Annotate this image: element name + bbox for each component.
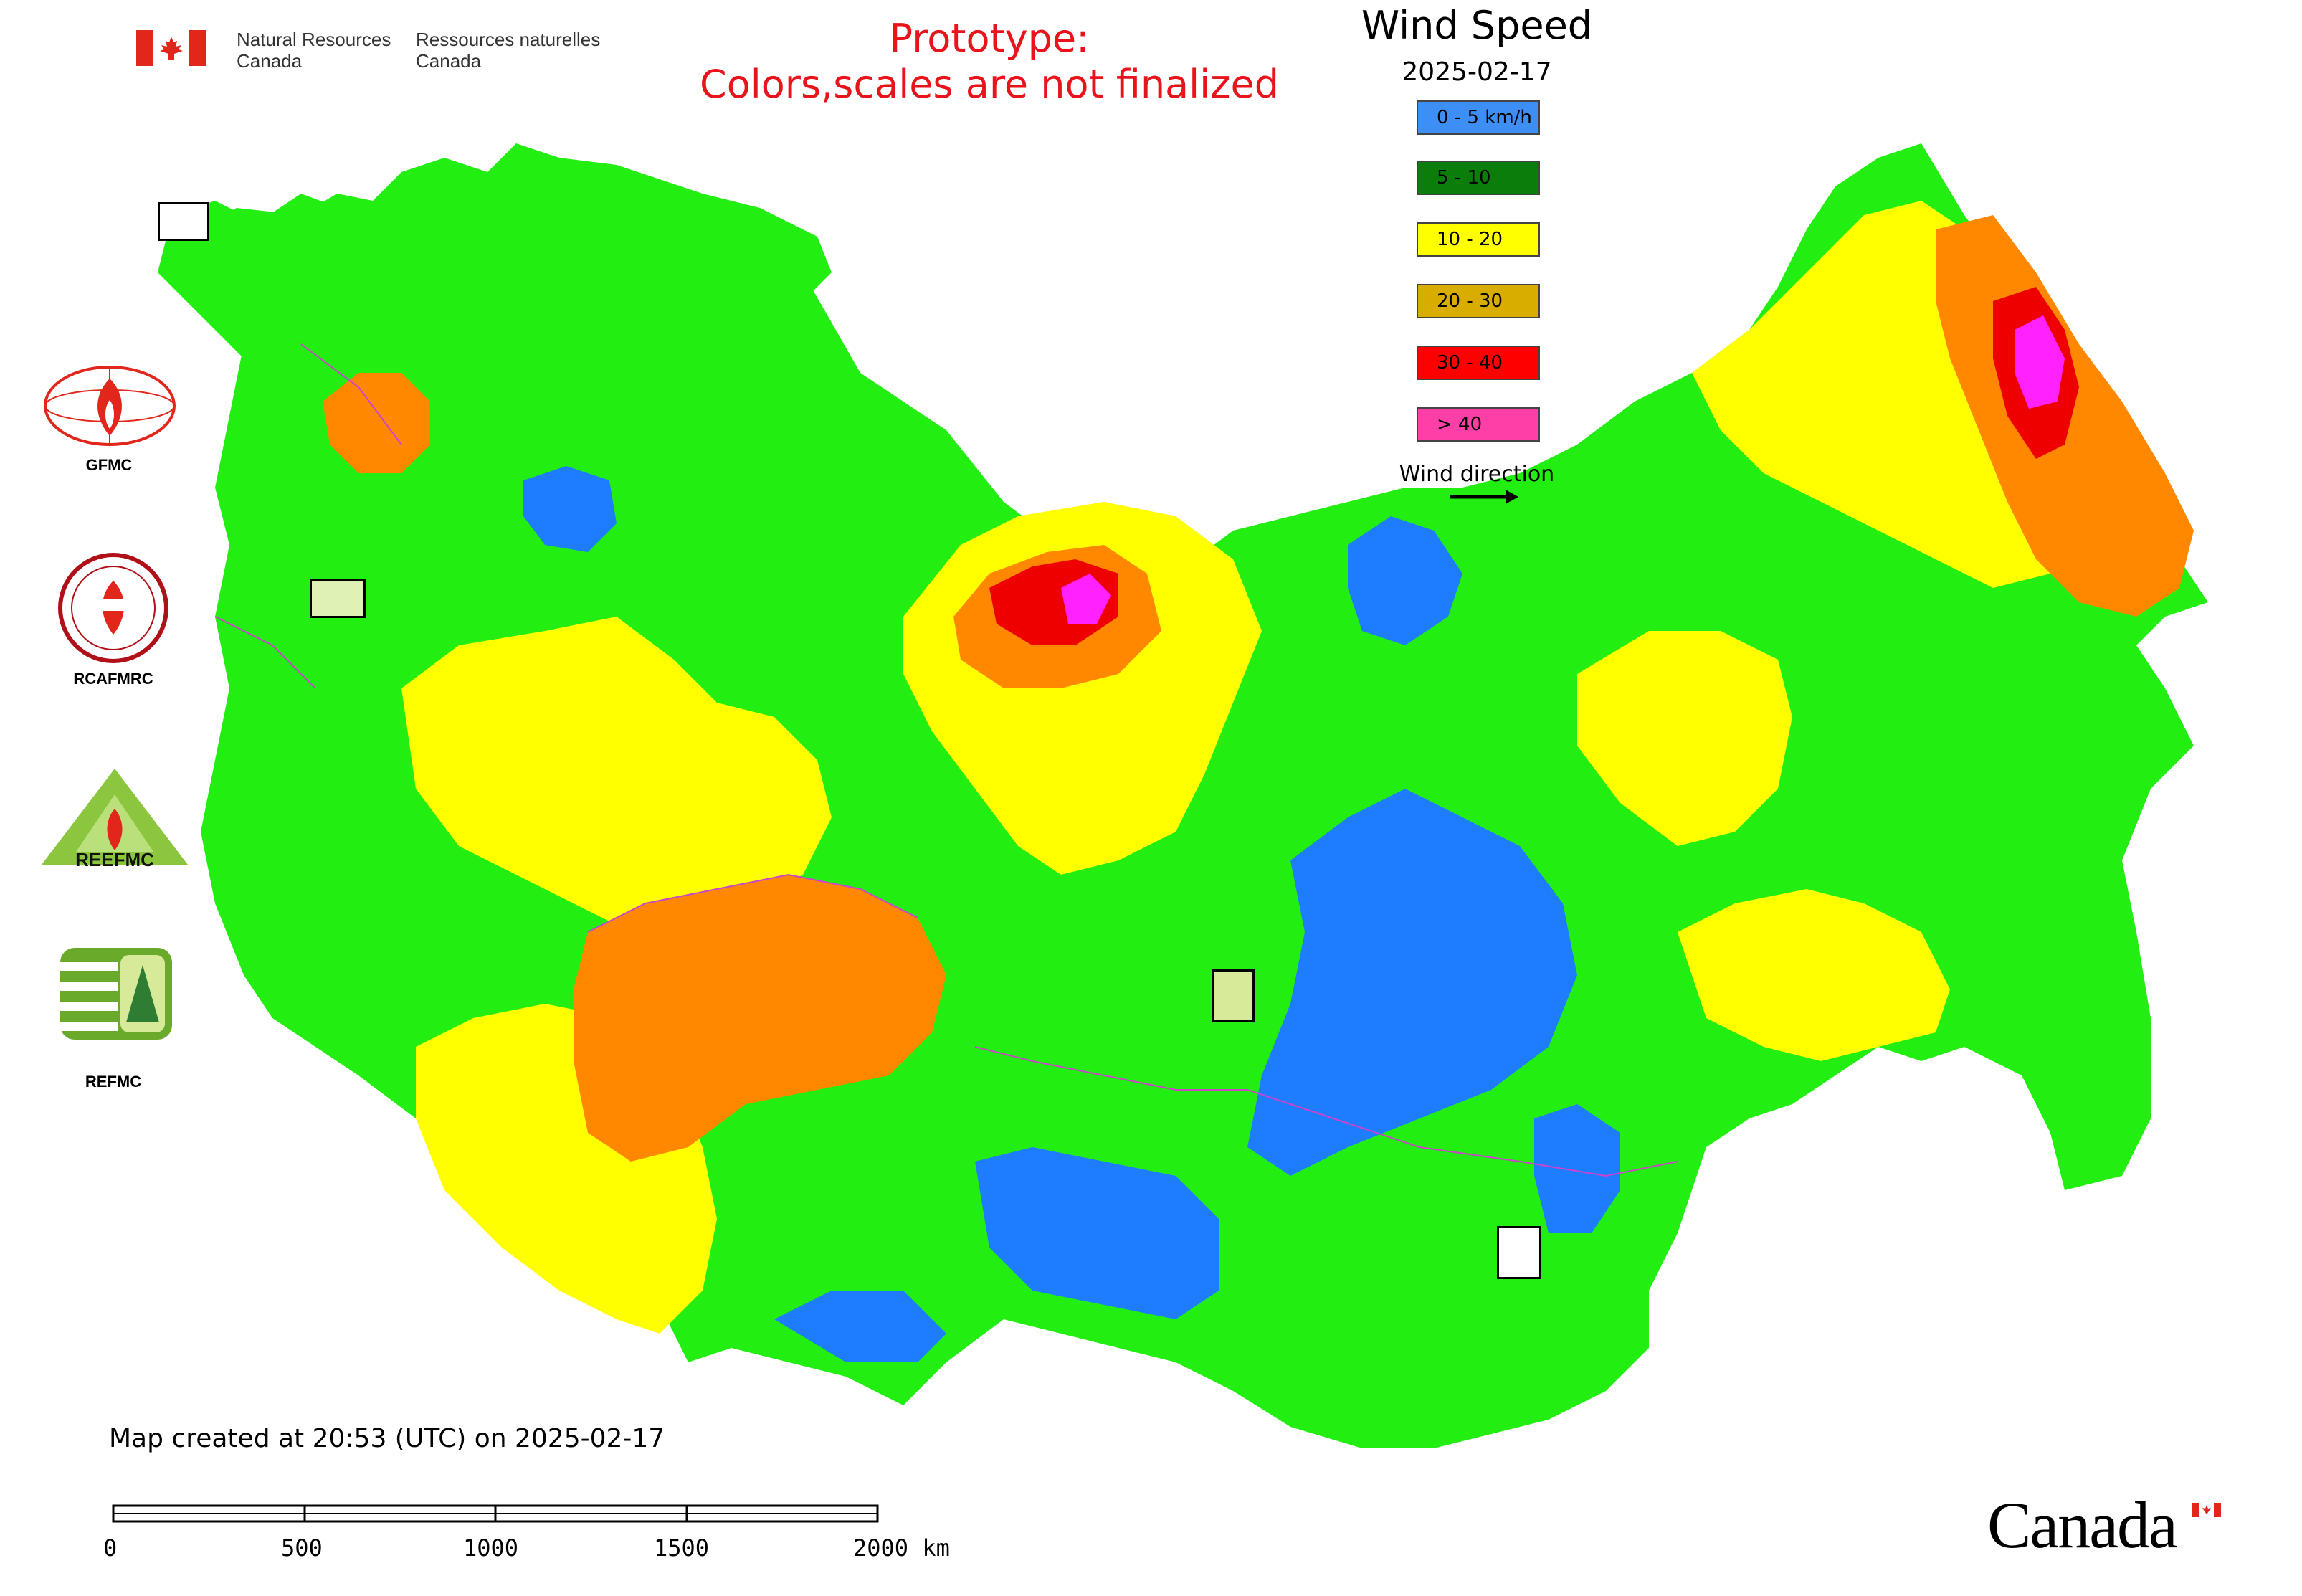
refmc-marker-icon xyxy=(1212,969,1255,1022)
reefmc-marker-icon xyxy=(310,579,366,618)
map-title: Wind Speed xyxy=(1361,3,1593,48)
scale-label: 1500 xyxy=(654,1534,710,1562)
canada-wordmark: Canada xyxy=(1987,1488,2178,1562)
magenta-zone-kamchatka xyxy=(2015,315,2065,409)
scale-label: 0 xyxy=(103,1534,118,1562)
map-created-text: Map created at 20:53 (UTC) on 2025-02-17 xyxy=(109,1424,665,1453)
side-logo-label: REEFMC xyxy=(75,849,154,870)
gfmc-logo xyxy=(42,364,178,447)
blue-zone-northwest xyxy=(523,466,617,552)
distance-scale-bar xyxy=(112,1504,879,1523)
legend-item: 10 - 20 xyxy=(1417,222,1540,257)
wordmark-flag-icon xyxy=(2192,1503,2221,1517)
side-logo-label: RCAFMRC xyxy=(73,670,153,688)
blue-zone-mongolia xyxy=(774,1291,946,1362)
prototype-notice: Prototype: Colors,scales are not finaliz… xyxy=(700,16,1279,107)
map-date: 2025-02-17 xyxy=(1402,57,1552,87)
border-lines xyxy=(214,343,1678,1177)
gfmc-marker-icon xyxy=(158,202,209,241)
yellow-zone-southeast xyxy=(1678,889,1950,1061)
legend-item: > 40 xyxy=(1417,407,1540,442)
legend-item: 20 - 30 xyxy=(1417,284,1540,318)
scale-label: 500 xyxy=(281,1534,323,1562)
northwest-land xyxy=(158,143,832,358)
scale-label: 2000 km xyxy=(853,1534,950,1562)
blue-zone-taymyr xyxy=(1348,516,1462,645)
side-logo-label: GFMC xyxy=(85,456,133,474)
legend-item: 5 - 10 xyxy=(1417,161,1540,195)
yellow-zone-west xyxy=(401,617,832,932)
refmc-logo xyxy=(60,948,172,1040)
scale-label: 1000 xyxy=(463,1534,519,1562)
rcafmrc-logo xyxy=(57,552,169,664)
org-name-fr: Ressources naturelles Canada xyxy=(416,29,601,72)
yellow-zone-east xyxy=(1577,631,1792,846)
wind-direction-arrow-icon xyxy=(1450,490,1518,504)
org-name-en: Natural Resources Canada xyxy=(237,29,391,72)
blue-zone-south xyxy=(975,1147,1219,1319)
legend-item: 30 - 40 xyxy=(1417,346,1540,380)
orange-zone-kazakh xyxy=(574,875,946,1162)
wind-direction-label: Wind direction xyxy=(1399,462,1555,487)
canada-flag-icon xyxy=(136,30,206,66)
blue-zone-siberia xyxy=(1247,789,1577,1176)
legend-item: 0 - 5 km/h xyxy=(1417,100,1540,135)
orange-zone-north xyxy=(323,373,430,473)
blue-zone-baikal-east xyxy=(1534,1104,1620,1233)
magenta-zone-yamal xyxy=(1061,574,1111,624)
rcafmrc-marker-icon xyxy=(1497,1226,1541,1279)
reefmc-logo xyxy=(39,766,191,872)
side-logo-label: REFMC xyxy=(85,1073,142,1091)
